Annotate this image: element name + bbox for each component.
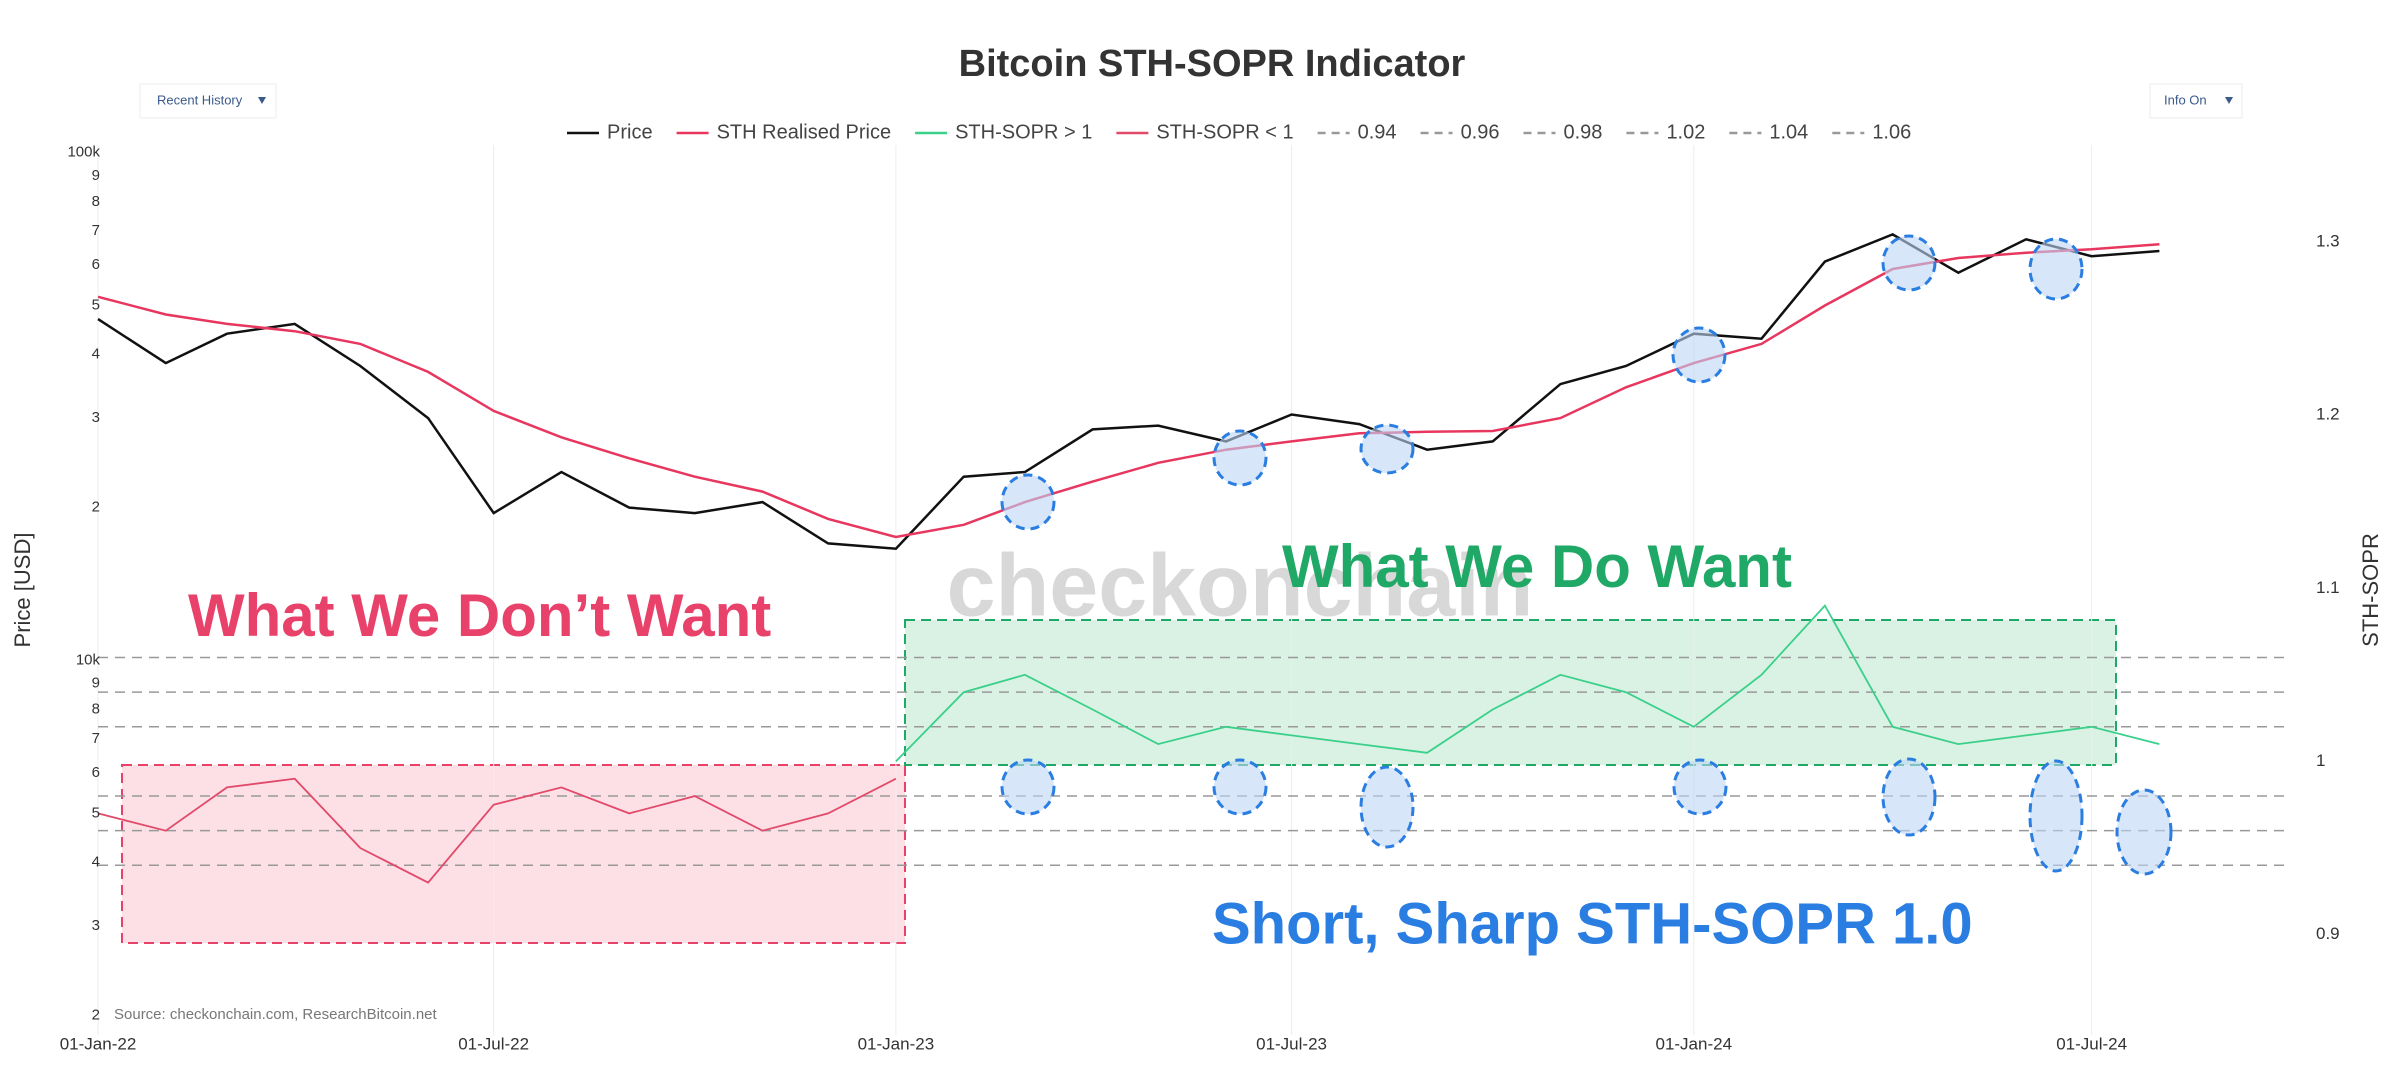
legend-label: 0.96 [1461,121,1500,143]
dropdown-arrow [2225,97,2233,104]
x-tick-label: 01-Jul-22 [458,1034,529,1053]
y-tick-label: 4 [92,853,100,870]
legend-label: STH-SOPR > 1 [955,121,1092,143]
y-tick-label: 3 [92,409,100,426]
y2-tick-label: 1.3 [2316,231,2340,250]
highlight-group [1000,234,2173,876]
y2-tick-label: 0.9 [2316,924,2340,943]
highlight [1212,429,1268,487]
x-tick-label: 01-Jan-23 [858,1034,935,1053]
annotation: What We Don’t Want [188,582,771,649]
x-tick-label: 01-Jul-24 [2056,1034,2127,1053]
series-line [97,242,2160,539]
highlight [2028,237,2084,301]
legend-label: 1.06 [1872,121,1911,143]
highlight [1359,423,1415,475]
highlight [2115,788,2173,876]
annotation: Short, Sharp STH-SOPR 1.0 [1212,891,1973,956]
series-line [97,777,897,884]
legend-label: 1.02 [1666,121,1705,143]
x-tick-label: 01-Jan-22 [60,1034,137,1053]
y-tick-label: 5 [92,296,100,313]
legend-label: STH-SOPR < 1 [1156,121,1293,143]
highlight [1881,757,1937,837]
y2-tick-label: 1 [2316,751,2325,770]
y2-tick-label: 1.1 [2316,578,2340,597]
y-tick-label: 3 [92,917,100,934]
highlight [1359,765,1415,849]
chart-title: Bitcoin STH-SOPR Indicator [959,43,1466,85]
y-tick-label: 5 [92,804,100,821]
y-tick-label: 4 [92,346,100,363]
y-axis-label: Price [USD] [10,533,35,648]
y-tick-label: 9 [92,167,100,184]
x-tick-label: 01-Jul-23 [1256,1034,1327,1053]
legend-label: Price [607,121,653,143]
y-tick-label: 2 [92,499,100,516]
legend-label: 0.98 [1564,121,1603,143]
legend-label: 1.04 [1769,121,1808,143]
y-tick-label: 100k [67,144,100,161]
highlight [1212,758,1268,816]
control[interactable]: Info On [2149,83,2243,119]
y-tick-label: 10k [76,651,101,668]
control-box[interactable] [139,83,277,119]
highlight [1672,758,1728,816]
dropdown-arrow [258,97,266,104]
highlight [1671,326,1727,384]
y2-axis-label: STH-SOPR [2358,533,2383,647]
annotation: What We Do Want [1282,533,1792,600]
control-label[interactable]: Recent History [157,92,243,107]
series-line [97,233,2160,550]
y-tick-label: 7 [92,222,100,239]
y-tick-label: 6 [92,764,100,781]
legend-label: STH Realised Price [717,121,892,143]
y-tick-label: 6 [92,256,100,273]
y-tick-label: 7 [92,730,100,747]
control-label[interactable]: Info On [2164,92,2207,107]
y-tick-label: 8 [92,701,100,718]
highlight [2028,759,2084,873]
y-tick-label: 9 [92,675,100,692]
control-box[interactable] [2149,83,2243,119]
bearish-zone [121,764,906,944]
y2-tick-label: 1.2 [2316,405,2340,424]
series-line [895,604,2160,763]
watermark: checkonchain [947,535,1534,634]
highlight [1000,473,1056,531]
y-tick-label: 8 [92,193,100,210]
highlight [1000,758,1056,816]
legend-label: 0.94 [1358,121,1397,143]
highlight [1881,234,1937,292]
x-tick-label: 01-Jan-24 [1655,1034,1732,1053]
y-tick-label: 2 [92,1006,100,1023]
source-note: Source: checkonchain.com, ResearchBitcoi… [114,1006,438,1023]
control[interactable]: Recent History [139,83,277,119]
